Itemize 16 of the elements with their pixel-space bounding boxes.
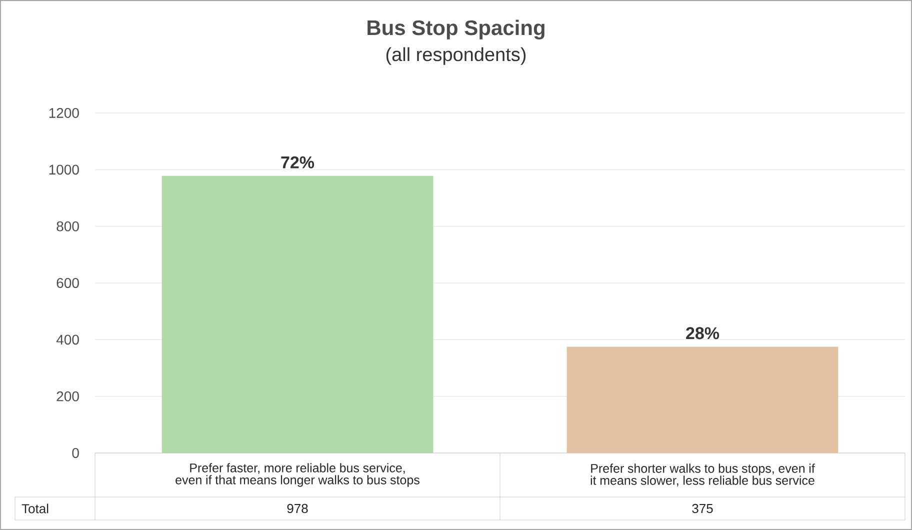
x-tick-label: Prefer shorter walks to bus stops, even if it means slower, less reliable bus service [590, 464, 815, 486]
text: Total [22, 504, 48, 514]
chart-title: Bus Stop Spacing [368, 20, 544, 40]
y-tick-label: 400 [56, 334, 79, 345]
y-tick-label: 1000 [49, 164, 79, 175]
y-tick-label: 1200 [49, 108, 79, 118]
data-label: 375 [692, 504, 713, 514]
y-tick-label: 0 [72, 448, 79, 458]
y-tick-label: 600 [56, 278, 79, 288]
data-label: 978 [287, 504, 308, 514]
x-tick-label: Prefer faster, more reliable bus service, even if that means longer walks to bus stops [176, 463, 420, 487]
chart-subtitle: (all respondents) [386, 47, 526, 65]
y-tick-label: 200 [56, 391, 79, 402]
annotation: 28% [686, 327, 720, 340]
y-tick-label: 800 [56, 221, 79, 232]
annotation: 72% [281, 156, 314, 168]
